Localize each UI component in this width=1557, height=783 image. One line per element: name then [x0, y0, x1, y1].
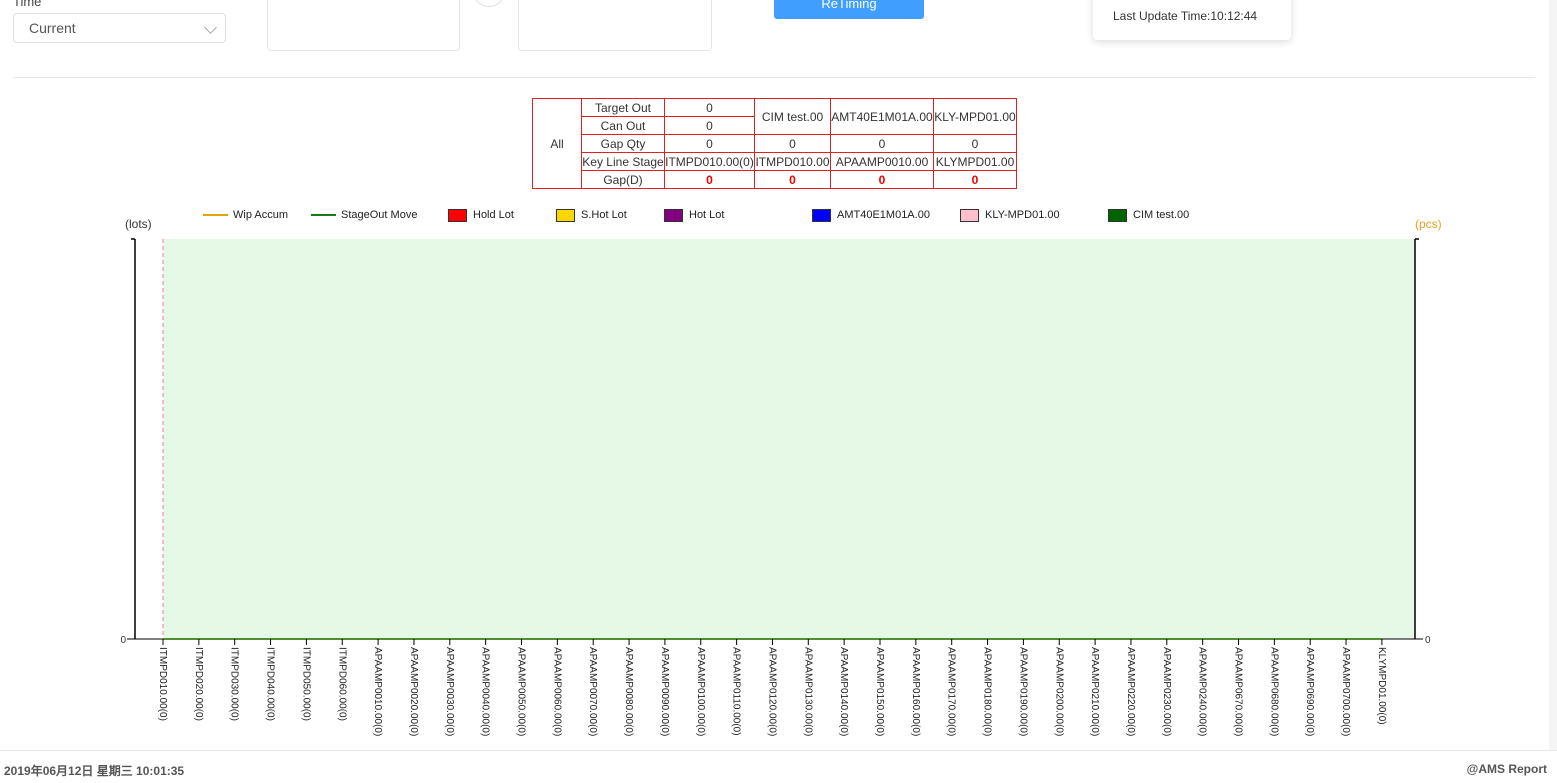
x-tick-label: APAAMP0150.00(0)	[874, 647, 885, 736]
row-label-gap-d: Gap(D)	[581, 170, 665, 189]
x-tick-label: APAAMP0200.00(0)	[1053, 647, 1064, 736]
x-tick-label: APAAMP0220.00(0)	[1125, 647, 1136, 736]
x-tick-label: APAAMP0160.00(0)	[910, 647, 921, 736]
legend-label-kly-mpd01: KLY-MPD01.00	[985, 209, 1060, 221]
legend-label-amt40e1m01a: AMT40E1M01A.00	[837, 209, 930, 221]
footer-brand: @AMS Report	[1466, 762, 1547, 776]
legend-swatch-cim-test	[1108, 208, 1127, 222]
column-cim-test: CIM test.00	[754, 98, 831, 135]
legend-item-hot-lot[interactable]: Hot Lot	[664, 207, 724, 223]
x-tick-label: APAAMP0050.00(0)	[516, 647, 527, 736]
x-tick-label: APAAMP0080.00(0)	[623, 647, 634, 736]
legend-label-stageout-move: StageOut Move	[341, 209, 418, 221]
plot-area	[163, 239, 1415, 639]
y-right-unit: (pcs)	[1415, 217, 1442, 231]
legend-item-amt40e1m01a[interactable]: AMT40E1M01A.00	[812, 207, 930, 223]
legend-item-kly-mpd01[interactable]: KLY-MPD01.00	[960, 207, 1060, 223]
legend-label-wip-accum: Wip Accum	[233, 209, 289, 221]
legend-swatch-kly-mpd01	[960, 208, 979, 222]
chart-legend: Wip Accum StageOut Move Hold Lot S.Hot L…	[0, 207, 1557, 223]
legend-swatch-s-hot-lot	[556, 208, 575, 222]
retiming-button[interactable]: ReTiming	[774, 0, 924, 19]
x-tick-label: APAAMP0210.00(0)	[1089, 647, 1100, 736]
divider	[13, 77, 1535, 78]
legend-swatch-wip-accum	[203, 214, 228, 216]
x-tick-label: ITMPD050.00(0)	[300, 647, 311, 721]
wip-chart: 0 0 ITMPD010.00(0) ITMPD020.00(0) ITMPD030.0…	[120, 238, 1431, 736]
legend-swatch-stageout-move	[311, 214, 336, 216]
x-tick-label: APAAMP0090.00(0)	[659, 647, 670, 736]
legend-swatch-hot-lot	[664, 208, 683, 222]
x-tick-label: APAAMP0060.00(0)	[551, 647, 562, 736]
x-tick-label: APAAMP0180.00(0)	[982, 647, 993, 736]
x-tick-label: APAAMP0030.00(0)	[444, 647, 455, 736]
x-tick-label: APAAMP0130.00(0)	[802, 647, 813, 736]
x-tick-label: APAAMP0240.00(0)	[1197, 647, 1208, 736]
gap-d-kly: 0	[933, 170, 1017, 189]
time-label: Time	[13, 0, 42, 9]
x-tick-label: APAAMP0690.00(0)	[1304, 647, 1315, 736]
legend-item-hold-lot[interactable]: Hold Lot	[448, 207, 514, 223]
x-tick-label: ITMPD060.00(0)	[336, 647, 347, 721]
x-tick-label: APAAMP0680.00(0)	[1268, 647, 1279, 736]
legend-item-s-hot-lot[interactable]: S.Hot Lot	[556, 207, 627, 223]
row-label-key-line-stage: Key Line Stage	[581, 152, 665, 171]
y-right-tick-label: 0	[1425, 635, 1431, 646]
time-select-value: Current	[29, 20, 76, 36]
scrollbar[interactable]	[1549, 0, 1557, 750]
footer-datetime: 2019年06月12日 星期三 10:01:35	[4, 764, 185, 778]
row-label-target-out: Target Out	[581, 98, 665, 117]
stage-box[interactable]	[518, 0, 712, 51]
legend-item-wip-accum[interactable]: Wip Accum	[203, 207, 288, 223]
x-tick-label: APAAMP0190.00(0)	[1017, 647, 1028, 736]
y-left-unit: (lots)	[125, 217, 152, 231]
key-line-stage-amt: APAAMP0010.00	[830, 152, 934, 171]
x-tick-label: APAAMP0170.00(0)	[946, 647, 957, 736]
update-card: Last Update Time:10:12:44	[1093, 0, 1291, 40]
x-tick-label: APAAMP0110.00(0)	[731, 647, 742, 736]
x-tick-label: ITMPD040.00(0)	[265, 647, 276, 721]
x-tick-label: ITMPD020.00(0)	[193, 647, 204, 721]
footer-divider	[0, 750, 1557, 751]
legend-swatch-hold-lot	[448, 208, 467, 222]
key-line-stage-all: ITMPD010.00(0)	[664, 152, 755, 171]
x-tick-label: APAAMP0100.00(0)	[695, 647, 706, 736]
legend-item-stageout-move[interactable]: StageOut Move	[311, 207, 417, 223]
legend-label-hold-lot: Hold Lot	[473, 209, 514, 221]
date-range-box[interactable]	[267, 0, 460, 51]
legend-item-cim-test[interactable]: CIM test.00	[1108, 207, 1189, 223]
legend-swatch-amt40e1m01a	[812, 208, 831, 222]
gap-d-amt: 0	[830, 170, 934, 189]
x-tick-label: APAAMP0670.00(0)	[1233, 647, 1244, 736]
time-select[interactable]: Current	[13, 13, 226, 43]
legend-label-cim-test: CIM test.00	[1133, 209, 1190, 221]
x-tick-label: APAAMP0120.00(0)	[766, 647, 777, 736]
x-tick-label: ITMPD030.00(0)	[229, 647, 240, 721]
legend-label-s-hot-lot: S.Hot Lot	[581, 209, 627, 221]
column-amt40e1m01a: AMT40E1M01A.00	[830, 98, 934, 135]
x-tick-label: APAAMP0020.00(0)	[408, 647, 419, 736]
last-update-time: Last Update Time:10:12:44	[1113, 9, 1258, 23]
key-line-stage-cim: ITMPD010.00	[754, 152, 831, 171]
x-tick-label: APAAMP0010.00(0)	[372, 647, 383, 736]
x-tick-label: KLYMPD01.00(0)	[1376, 647, 1387, 725]
y-left-tick-label: 0	[120, 635, 126, 646]
retiming-label: ReTiming	[821, 0, 877, 11]
x-tick-label: APAAMP0040.00(0)	[480, 647, 491, 736]
key-line-stage-kly: KLYMPD01.00	[933, 152, 1017, 171]
column-kly-mpd01: KLY-MPD01.00	[933, 98, 1017, 135]
x-tick-label: APAAMP0070.00(0)	[587, 647, 598, 736]
x-tick-label: APAAMP0140.00(0)	[838, 647, 849, 736]
x-tick-label: APAAMP0230.00(0)	[1161, 647, 1172, 736]
x-tick-label: ITMPD010.00(0)	[157, 647, 168, 721]
row-label-gap-qty: Gap Qty	[581, 134, 665, 153]
x-tick-label: APAAMP0700.00(0)	[1340, 647, 1351, 736]
summary-table: All Target Out 0 CIM test.00 AMT40E1M01A…	[532, 98, 1017, 189]
legend-label-hot-lot: Hot Lot	[689, 209, 725, 221]
group-label: All	[532, 98, 582, 189]
